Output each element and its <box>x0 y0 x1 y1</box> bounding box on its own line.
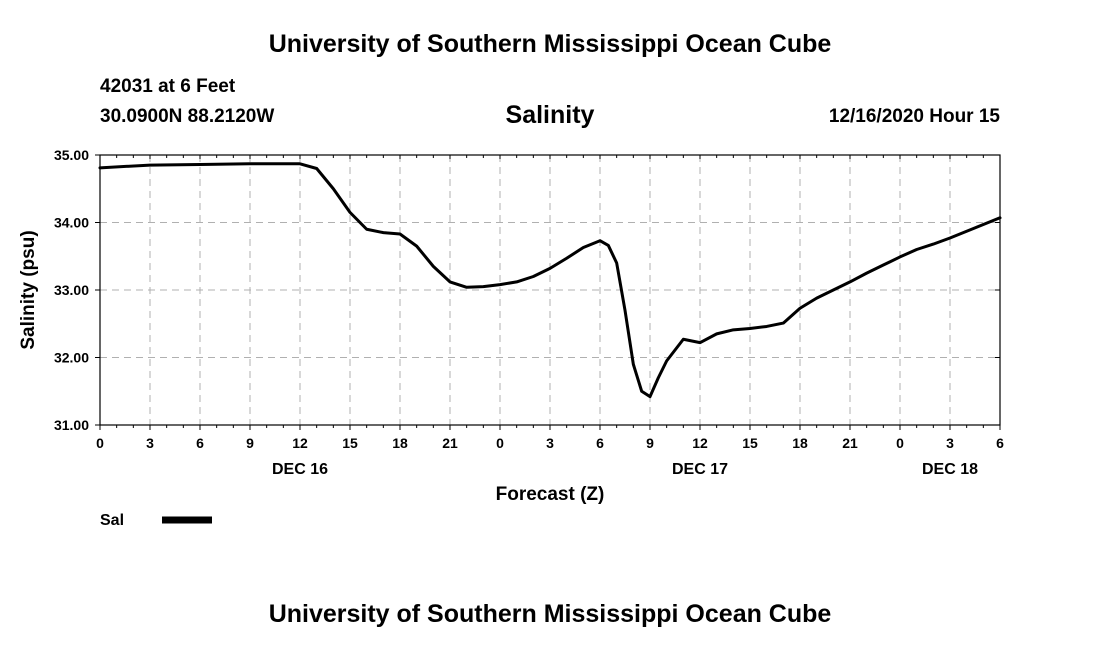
legend: Sal <box>100 512 212 529</box>
x-tick-label: 3 <box>546 435 554 451</box>
y-tick-label: 31.00 <box>54 417 89 433</box>
x-tick-label: 6 <box>596 435 604 451</box>
series-line-salinity <box>98 162 1002 399</box>
x-tick-label: 21 <box>842 435 858 451</box>
x-tick-label: 3 <box>946 435 954 451</box>
issue-time: 12/16/2020 Hour 15 <box>828 106 1000 127</box>
legend-label: Sal <box>100 512 124 529</box>
x-tick-label: 15 <box>742 435 758 451</box>
x-tick-label: 12 <box>692 435 708 451</box>
station-label: 42031 at 6 Feet <box>100 76 236 97</box>
plot-frame <box>99 154 1001 426</box>
series-layer <box>98 162 1002 399</box>
x-tick-label: 18 <box>392 435 408 451</box>
org-title: University of Southern Mississippi Ocean… <box>268 30 832 58</box>
grid-lines <box>100 155 1000 425</box>
x-axis-label: Forecast (Z) <box>496 484 605 505</box>
footer-org-title: University of Southern Mississippi Ocean… <box>268 600 832 628</box>
x-tick-label: 6 <box>996 435 1004 451</box>
x-tick-label: 0 <box>96 435 104 451</box>
x-tick-label: 9 <box>246 435 254 451</box>
x-tick-label: 9 <box>646 435 654 451</box>
y-tick-label: 34.00 <box>54 215 89 231</box>
station-coordinates: 30.0900N 88.2120W <box>100 106 275 127</box>
date-label: DEC 18 <box>922 461 978 478</box>
x-tick-label: 15 <box>342 435 358 451</box>
x-tick-label: 18 <box>792 435 808 451</box>
y-tick-label: 35.00 <box>54 147 89 163</box>
x-tick-label: 21 <box>442 435 458 451</box>
axis-ticks <box>95 154 1001 430</box>
tick-labels: 0 3 6 9 12 15 18 21 0 3 6 9 12 15 18 21 0 3 6 31.00 32.00 33.… <box>54 147 1004 478</box>
x-tick-label: 6 <box>196 435 204 451</box>
date-label: DEC 17 <box>672 461 728 478</box>
x-tick-label: 12 <box>292 435 308 451</box>
x-tick-label: 0 <box>896 435 904 451</box>
y-axis-label: Salinity (psu) <box>18 230 39 349</box>
x-tick-label: 3 <box>146 435 154 451</box>
y-tick-label: 32.00 <box>54 350 89 366</box>
y-tick-label: 33.00 <box>54 282 89 298</box>
date-label: DEC 16 <box>272 461 328 478</box>
chart-title: Salinity <box>505 101 595 129</box>
x-tick-label: 0 <box>496 435 504 451</box>
